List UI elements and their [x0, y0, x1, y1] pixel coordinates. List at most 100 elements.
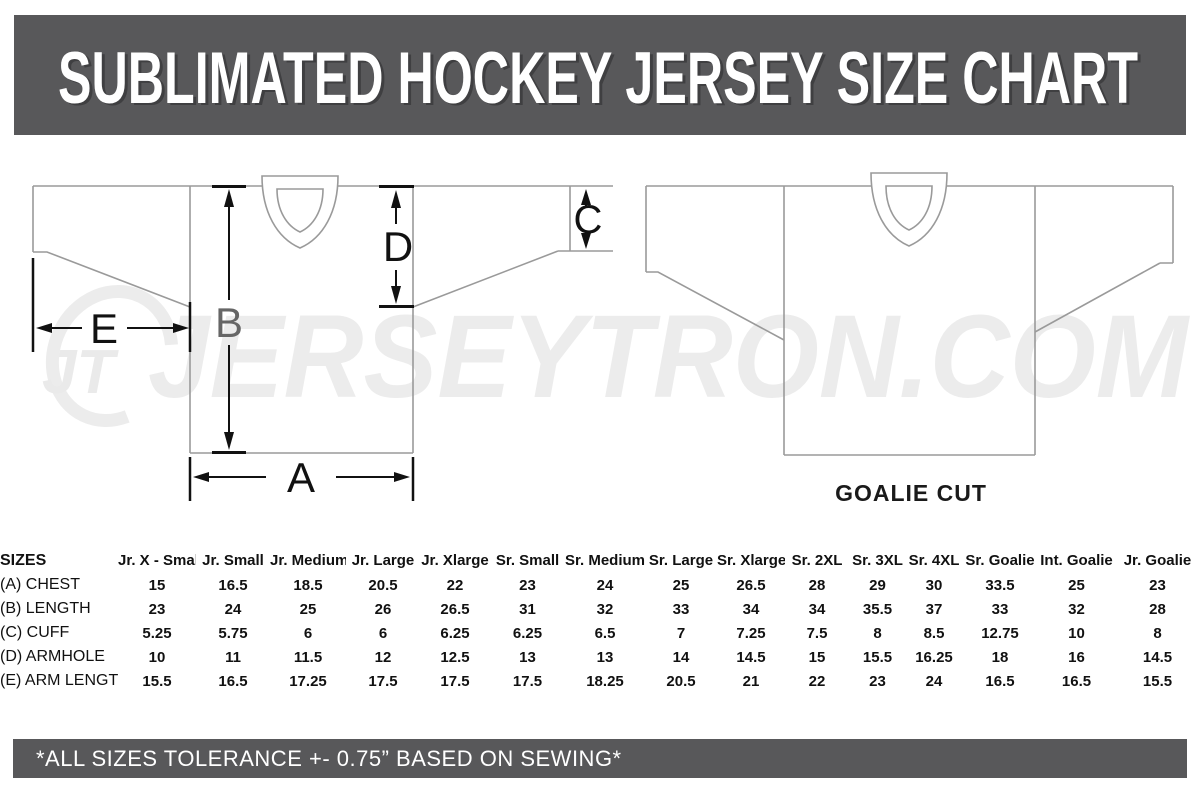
- goalie-jersey-outline: [645, 172, 1174, 456]
- size-table: SIZES Jr. X - Small Jr. Small Jr. Medium Jr.…: [0, 548, 1200, 693]
- size-value-cell: 14: [672, 648, 690, 666]
- measure-label-c: C: [574, 198, 603, 242]
- size-value-cell: 16.5: [218, 576, 248, 594]
- table-row: (E) ARM LENGTH 15.5 16.5 17.25 17.5 17.5 17.5 1…: [0, 669, 1200, 693]
- size-value-cell: 20.5: [666, 672, 696, 690]
- column-header: Jr. Large: [351, 552, 415, 569]
- measure-label-a: A: [287, 454, 315, 501]
- watermark-site-text: JERSEYTRON.COM: [148, 291, 1191, 423]
- size-value-cell: 5.25: [142, 624, 172, 642]
- size-value-cell: 33: [672, 600, 690, 618]
- title-banner: SUBLIMATED HOCKEY JERSEY SIZE CHART SUBL…: [14, 15, 1186, 135]
- collar-outer: [870, 172, 948, 247]
- measure-label-b: B: [215, 299, 243, 346]
- column-header: Sr. Goalie: [965, 552, 1035, 569]
- column-header: Jr. Goalie: [1123, 552, 1192, 569]
- size-value-cell: 26.5: [440, 600, 470, 618]
- size-value-cell: 17.25: [289, 672, 327, 690]
- player-jersey-outline: [32, 175, 613, 454]
- measure-label-d: D: [383, 223, 413, 270]
- column-header: Int. Goalie: [1040, 552, 1113, 569]
- size-value-cell: 16.5: [1061, 672, 1092, 690]
- size-value-cell: 6.5: [594, 624, 616, 642]
- size-value-cell: 11.5: [293, 648, 323, 666]
- column-header: Sr. Xlarge: [717, 552, 785, 569]
- size-value-cell: 10: [148, 648, 166, 666]
- size-value-cell: 33.5: [985, 576, 1015, 594]
- size-value-cell: 37: [925, 600, 943, 618]
- size-value-cell: 28: [1149, 600, 1166, 618]
- size-value-cell: 16.5: [218, 672, 248, 690]
- size-value-cell: 32: [596, 600, 614, 618]
- size-value-cell: 13: [596, 648, 614, 666]
- size-value-cell: 15: [148, 576, 166, 594]
- size-value-cell: 18.5: [293, 576, 323, 594]
- column-header: Jr. Xlarge: [421, 552, 489, 569]
- title-banner-canvas: SUBLIMATED HOCKEY JERSEY SIZE CHART SUBL…: [58, 38, 1141, 121]
- measure-label-e: E: [90, 305, 118, 352]
- column-header: Sr. Large: [648, 552, 714, 569]
- size-value-cell: 33: [991, 600, 1009, 618]
- size-value-cell: 31: [519, 600, 536, 618]
- size-value-cell: 18.25: [586, 672, 624, 690]
- tolerance-note: *ALL SIZES TOLERANCE +- 0.75” BASED ON S…: [36, 746, 622, 771]
- size-value-cell: 21: [742, 672, 760, 690]
- size-value-cell: 29: [869, 576, 886, 594]
- row-label: (D) ARMHOLE: [0, 648, 105, 665]
- size-value-cell: 15.5: [1142, 672, 1173, 690]
- size-value-cell: 6: [378, 624, 388, 642]
- size-value-cell: 18: [991, 648, 1009, 666]
- size-value-cell: 17.5: [440, 672, 470, 690]
- column-header: Jr. Medium: [270, 552, 346, 569]
- watermark-logo-text: JT: [42, 338, 119, 407]
- size-table-grid: SIZES Jr. X - Small Jr. Small Jr. Medium Jr.…: [0, 548, 1200, 693]
- size-value-cell: 8.5: [923, 624, 945, 642]
- size-value-cell: 24: [224, 600, 242, 618]
- column-header: Sr. 2XL: [791, 552, 843, 569]
- column-header: Jr. X - Small: [118, 552, 196, 569]
- measure-arrow-d: [379, 185, 414, 308]
- measure-arrow-c: [581, 189, 591, 249]
- size-value-cell: 22: [808, 672, 826, 690]
- size-value-cell: 12.5: [440, 648, 470, 666]
- size-value-cell: 25: [1068, 576, 1085, 594]
- size-value-cell: 7.5: [806, 624, 828, 642]
- size-value-cell: 15: [808, 648, 826, 666]
- size-value-cell: 7.25: [736, 624, 766, 642]
- size-value-cell: 13: [519, 648, 536, 666]
- size-value-cell: 6.25: [512, 624, 543, 642]
- column-header: Sr. 4XL: [908, 552, 960, 569]
- measure-arrow-e: [31, 258, 192, 352]
- size-value-cell: 23: [1149, 576, 1166, 594]
- size-value-cell: 26: [374, 600, 392, 618]
- page-title: SUBLIMATED HOCKEY JERSEY SIZE CHART: [58, 38, 1138, 119]
- size-value-cell: 14.5: [736, 648, 766, 666]
- size-value-cell: 23: [869, 672, 886, 690]
- column-header: Sr. Small: [495, 552, 560, 569]
- collar-outer: [261, 175, 339, 249]
- size-value-cell: 8: [873, 624, 882, 642]
- size-value-cell: 24: [925, 672, 943, 690]
- size-value-cell: 12.75: [981, 624, 1019, 642]
- size-value-cell: 25: [299, 600, 317, 618]
- size-value-cell: 17.5: [512, 672, 543, 690]
- column-header: Sr. Medium: [565, 552, 645, 569]
- size-value-cell: 15.5: [142, 672, 172, 690]
- size-value-cell: 10: [1068, 624, 1085, 642]
- size-value-cell: 16.25: [915, 648, 953, 666]
- size-value-cell: 22: [446, 576, 464, 594]
- size-value-cell: 34: [742, 600, 760, 618]
- row-label: (A) CHEST: [0, 576, 80, 593]
- measure-arrow-a: [188, 457, 415, 501]
- size-value-cell: 6: [303, 624, 313, 642]
- size-value-cell: 6.25: [440, 624, 470, 642]
- size-value-cell: 14.5: [1142, 648, 1173, 666]
- column-header: Jr. Small: [202, 552, 264, 569]
- table-row: (D) ARMHOLE 10 11 11.5 12 12.5 13 13 14 14.5 15 15.…: [0, 645, 1200, 669]
- size-value-cell: 11: [225, 648, 241, 666]
- size-value-cell: 24: [596, 576, 614, 594]
- column-header: Sr. 3XL: [852, 552, 903, 569]
- size-value-cell: 32: [1068, 600, 1085, 618]
- row-label: (C) CUFF: [0, 624, 70, 641]
